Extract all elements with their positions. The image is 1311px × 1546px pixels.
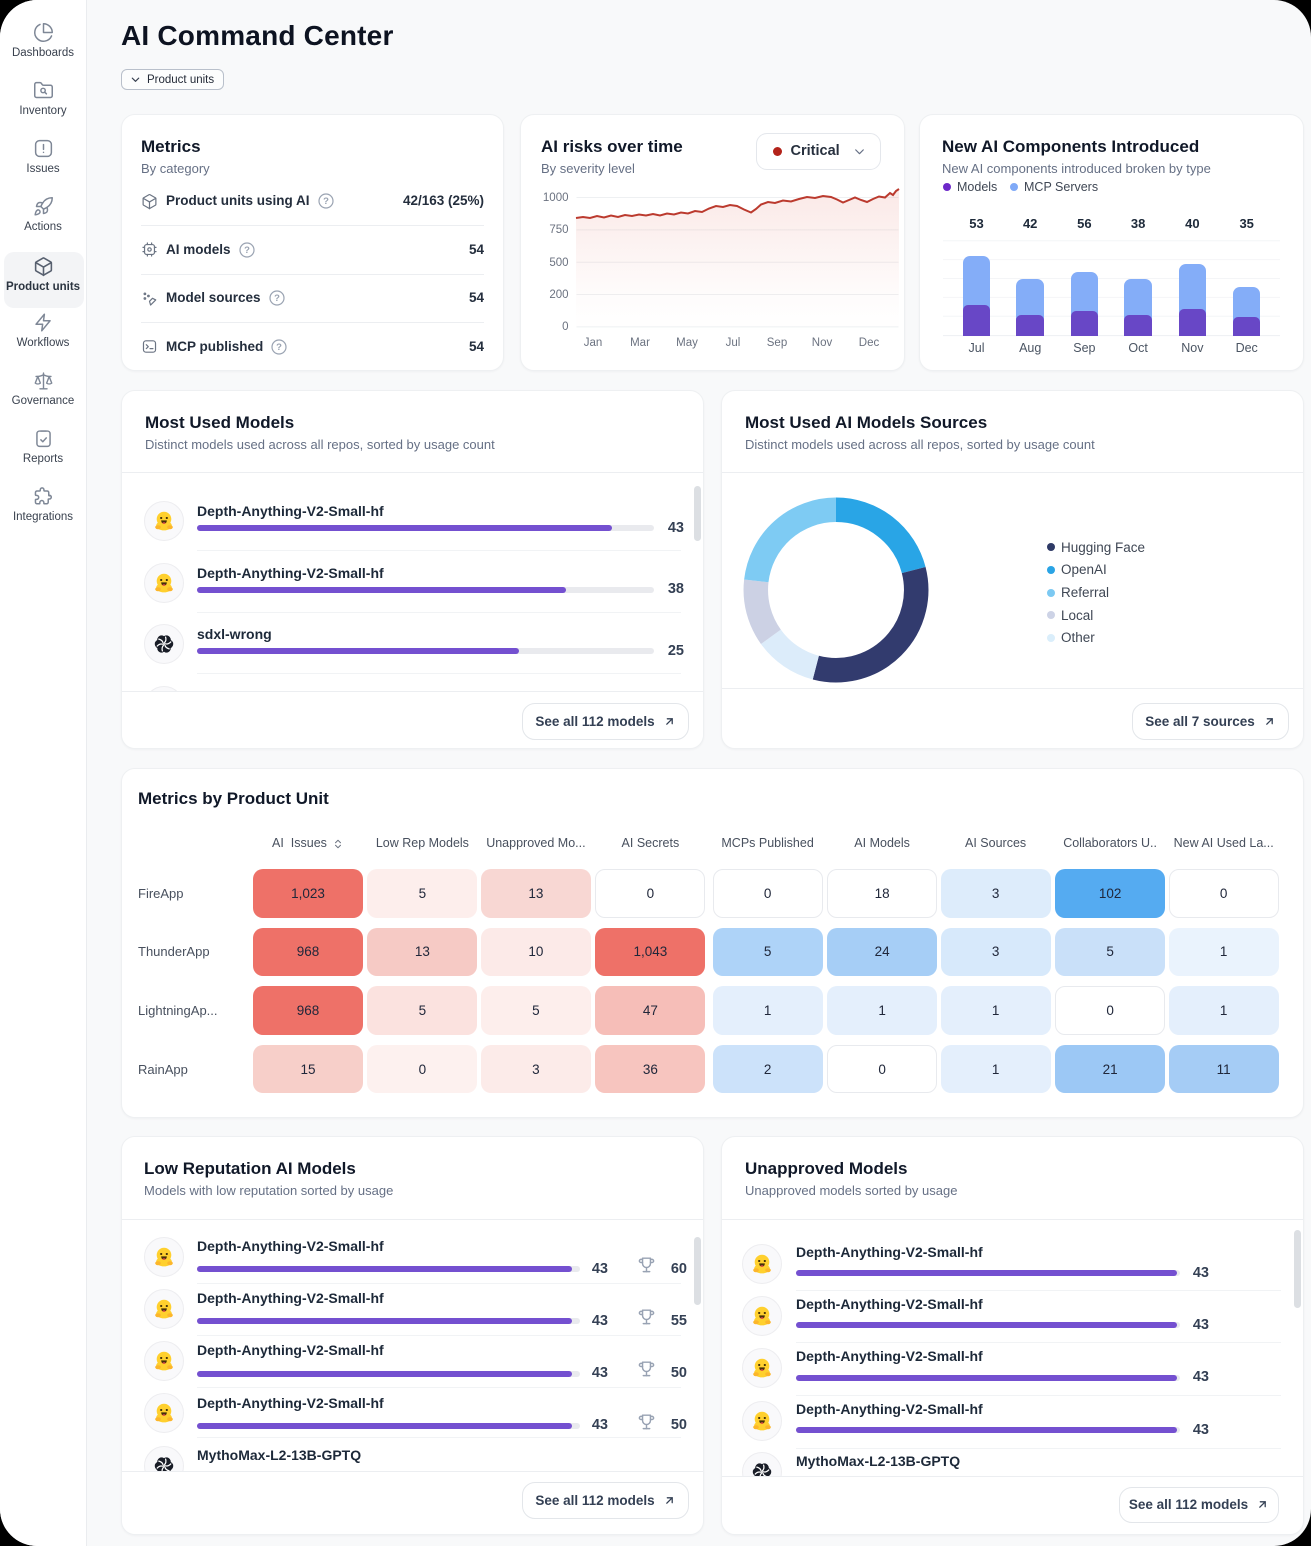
svg-text:?: ?	[323, 196, 329, 207]
svg-text:?: ?	[274, 293, 280, 304]
svg-text:?: ?	[244, 245, 250, 256]
svg-text:?: ?	[276, 342, 282, 353]
